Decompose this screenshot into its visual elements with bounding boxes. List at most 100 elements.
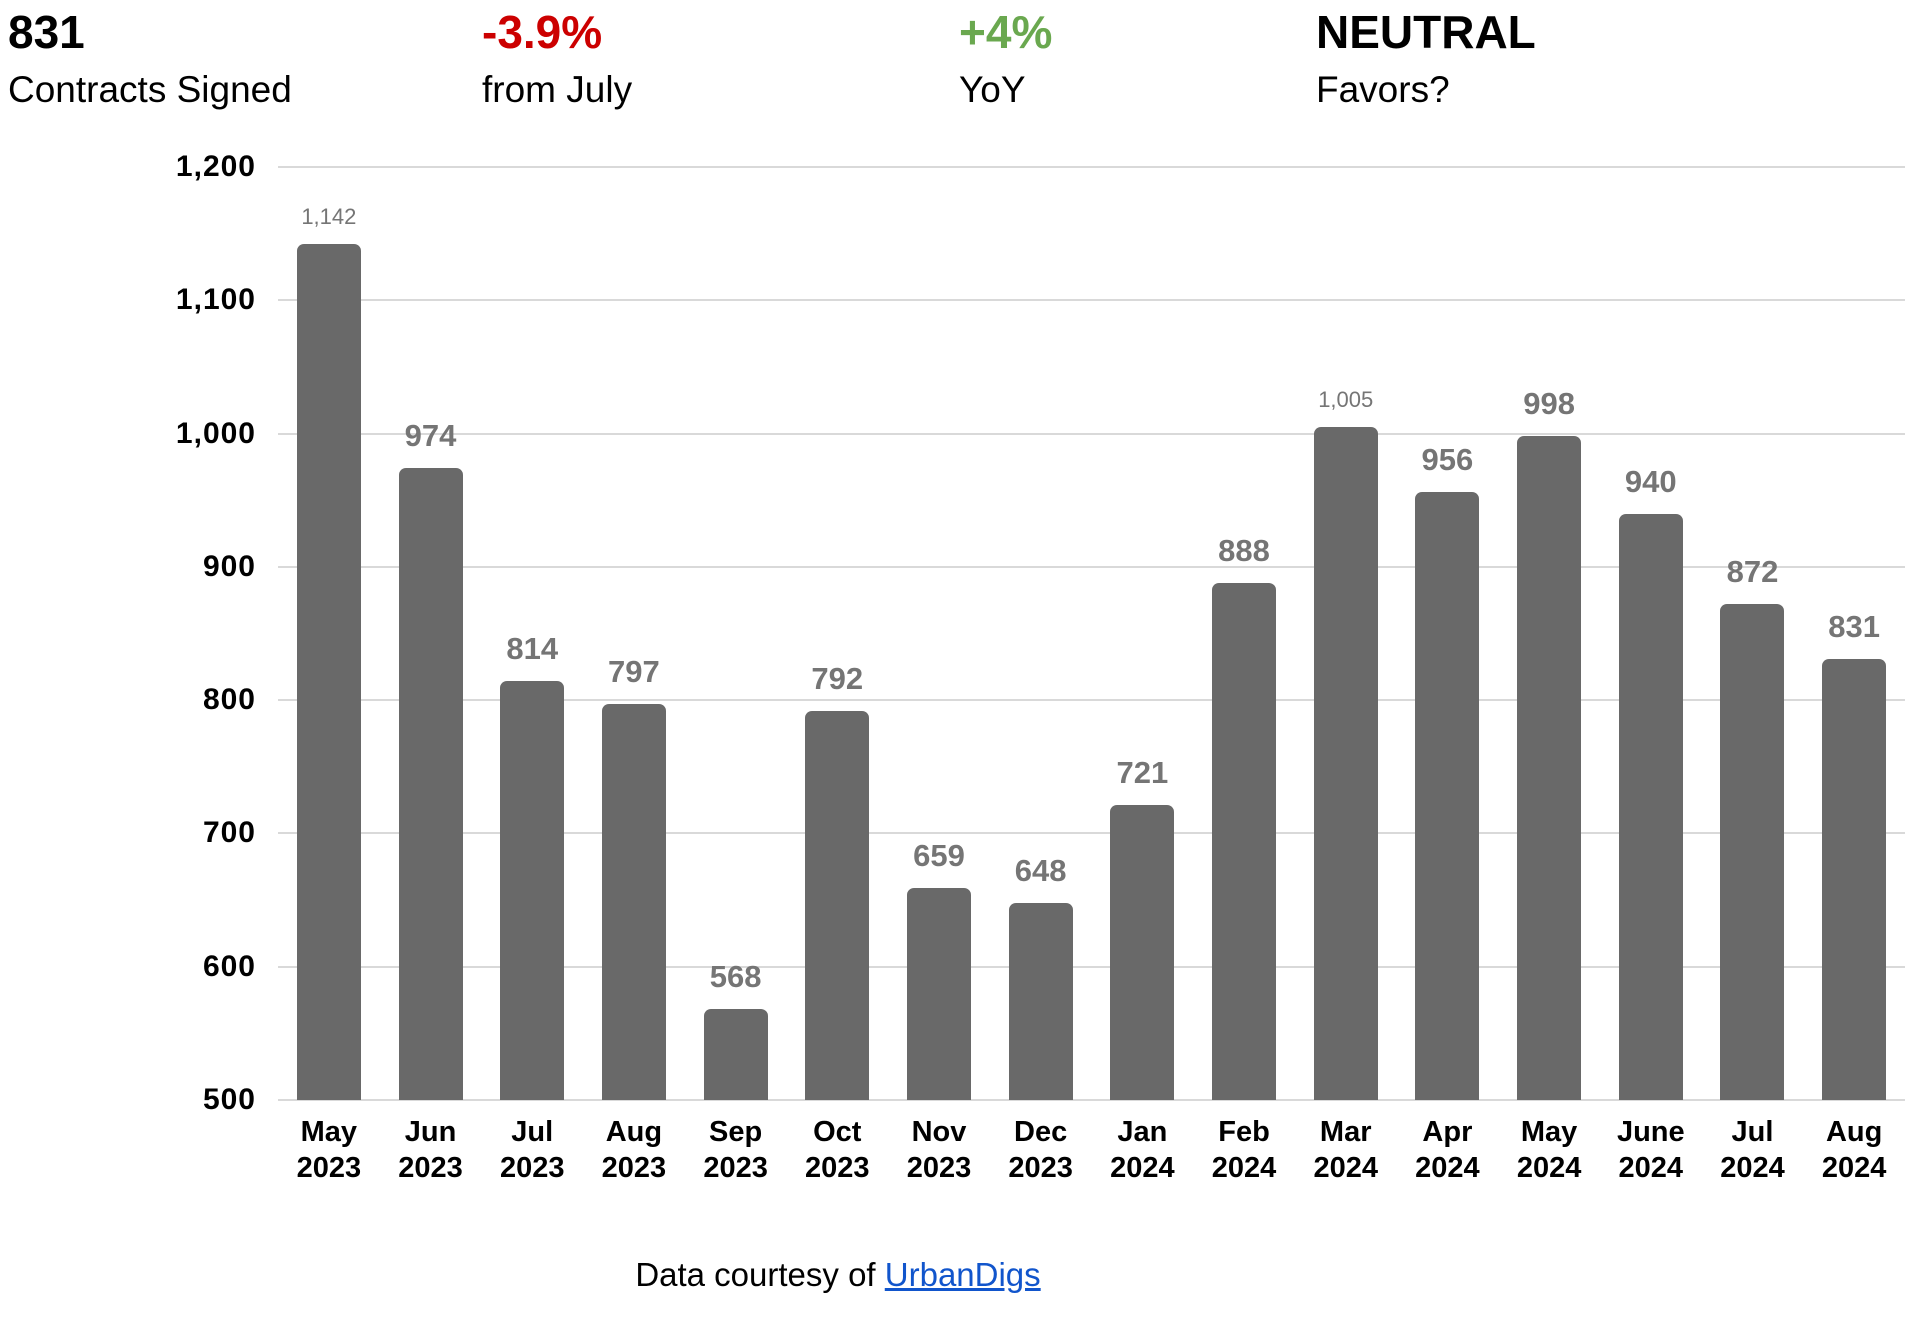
bar-slot: 568 [685, 167, 787, 1100]
stat-market-favors: NEUTRAL Favors? [1316, 8, 1536, 111]
footer-attribution: Data courtesy of UrbanDigs [0, 1256, 1676, 1294]
x-axis-label: Jul 2023 [499, 1116, 565, 1184]
bar-apr-2024 [1415, 492, 1480, 1100]
stat-label-mom: from July [482, 69, 633, 111]
bar-value-label: 872 [1726, 554, 1779, 590]
bar-value-label: 1,142 [301, 204, 357, 230]
x-axis-label: May 2023 [296, 1116, 362, 1184]
x-axis-label: Feb 2024 [1211, 1116, 1277, 1184]
x-axis-label: Nov 2023 [906, 1116, 972, 1184]
bar-may-2023 [296, 244, 361, 1100]
stats-header: 831 Contracts Signed -3.9% from July +4%… [0, 8, 1918, 138]
x-axis-label: June 2024 [1616, 1116, 1685, 1184]
bar-value-label: 956 [1421, 442, 1474, 478]
gridline-500 [278, 1099, 1905, 1101]
bar-value-label: 814 [506, 631, 559, 667]
bar-slot: 956 [1397, 167, 1499, 1100]
stat-value-yoy: +4% [959, 6, 1053, 58]
urbandigs-link[interactable]: UrbanDigs [884, 1256, 1041, 1293]
bar-value-label: 659 [913, 838, 965, 874]
y-axis-tick-label: 800 [202, 683, 256, 717]
bar-jul-2023 [500, 681, 565, 1100]
footer-text: Data courtesy of [635, 1256, 885, 1293]
bar-slot: 797 [583, 167, 685, 1100]
bar-may-2024 [1517, 436, 1582, 1100]
bar-slot: 1,142 [278, 167, 380, 1100]
bar-jun-2023 [398, 468, 463, 1100]
bar-slot: 659 [888, 167, 990, 1100]
stat-contracts-signed: 831 Contracts Signed [8, 8, 292, 111]
gridline-600 [278, 965, 1905, 968]
y-axis-tick-label: 1,100 [175, 283, 256, 317]
x-axis-label: Dec 2023 [1008, 1116, 1073, 1184]
bar-june-2024 [1618, 513, 1683, 1100]
y-axis-tick-label: 500 [202, 1083, 256, 1116]
bar-slot: 792 [786, 167, 888, 1100]
bar-value-label: 888 [1218, 532, 1270, 568]
stat-value-favors: NEUTRAL [1316, 6, 1536, 58]
x-axis-label: Jul 2024 [1720, 1116, 1785, 1184]
stat-label-yoy: YoY [959, 69, 1026, 111]
bar-value-label: 648 [1014, 852, 1067, 888]
bar-oct-2023 [805, 710, 870, 1100]
bar-value-label: 797 [608, 654, 660, 690]
bar-value-label: 1,005 [1318, 386, 1374, 412]
bar-sep-2023 [703, 1009, 768, 1100]
bar-aug-2023 [601, 704, 666, 1100]
stat-value-contracts: 831 [8, 6, 85, 58]
gridline-800 [278, 699, 1905, 702]
y-axis-tick-label: 1,000 [175, 416, 256, 450]
bar-value-label: 792 [811, 660, 864, 696]
bar-slot: 721 [1092, 167, 1194, 1100]
bar-slot: 888 [1193, 167, 1295, 1100]
x-axis-label: Sep 2023 [703, 1116, 768, 1184]
y-axis-tick-label: 600 [202, 949, 256, 983]
x-axis-label: Jan 2024 [1110, 1116, 1175, 1184]
gridline-1100 [278, 299, 1905, 302]
plot-area: 1,142 974 814 797 568 792 659 648 721 888 1,005 956… [278, 166, 1905, 1101]
bar-slot: 648 [990, 167, 1092, 1100]
bar-jul-2024 [1720, 604, 1785, 1100]
stat-label-favors: Favors? [1316, 69, 1450, 111]
x-axis-label: May 2024 [1516, 1116, 1582, 1184]
y-axis: 500 600 700 800 900 1,000 1,100 1,200 [0, 150, 256, 1116]
gridline-700 [278, 832, 1905, 835]
bar-slot: 1,005 [1295, 167, 1397, 1100]
stat-mom-change: -3.9% from July [482, 8, 632, 111]
stat-value-mom: -3.9% [482, 6, 603, 58]
bar-dec-2023 [1008, 902, 1073, 1100]
stat-label-contracts: Contracts Signed [8, 69, 292, 111]
y-axis-tick-label: 900 [202, 549, 256, 583]
bar-value-label: 974 [404, 418, 457, 454]
bar-slot: 872 [1702, 167, 1804, 1100]
bar-slot: 940 [1600, 167, 1702, 1100]
x-axis-label: Aug 2024 [1821, 1116, 1887, 1184]
gridline-1000 [278, 432, 1905, 435]
x-axis: May 2023 Jun 2023 Jul 2023 Aug 2023 Sep 2023 Oct 20… [278, 1114, 1905, 1186]
bar-jan-2024 [1110, 805, 1175, 1100]
y-axis-tick-label: 700 [202, 816, 256, 850]
bar-mar-2024 [1313, 426, 1378, 1100]
bar-value-label: 568 [709, 959, 762, 995]
bar-slot: 831 [1803, 167, 1905, 1100]
bar-nov-2023 [906, 888, 971, 1100]
bar-slot: 814 [481, 167, 583, 1100]
bar-slot: 998 [1498, 167, 1600, 1100]
x-axis-label: Apr 2024 [1415, 1116, 1480, 1184]
bar-value-label: 998 [1523, 386, 1575, 422]
x-axis-label: Jun 2023 [398, 1116, 463, 1184]
x-axis-label: Mar 2024 [1313, 1116, 1378, 1184]
x-axis-label: Oct 2023 [805, 1116, 870, 1184]
bar-value-label: 721 [1116, 755, 1169, 791]
gridline-1200 [278, 166, 1905, 168]
bar-value-label: 940 [1624, 463, 1677, 499]
stat-yoy-change: +4% YoY [959, 8, 1052, 111]
bar-value-label: 831 [1828, 608, 1881, 644]
bar-feb-2024 [1212, 582, 1277, 1100]
bar-aug-2024 [1822, 658, 1887, 1100]
contracts-bar-chart: 500 600 700 800 900 1,000 1,100 1,200 1,142 974 8… [0, 150, 1905, 1186]
bar-slot: 974 [380, 167, 482, 1100]
x-axis-label: Aug 2023 [601, 1116, 667, 1184]
y-axis-tick-label: 1,200 [175, 150, 256, 183]
gridline-900 [278, 565, 1905, 568]
